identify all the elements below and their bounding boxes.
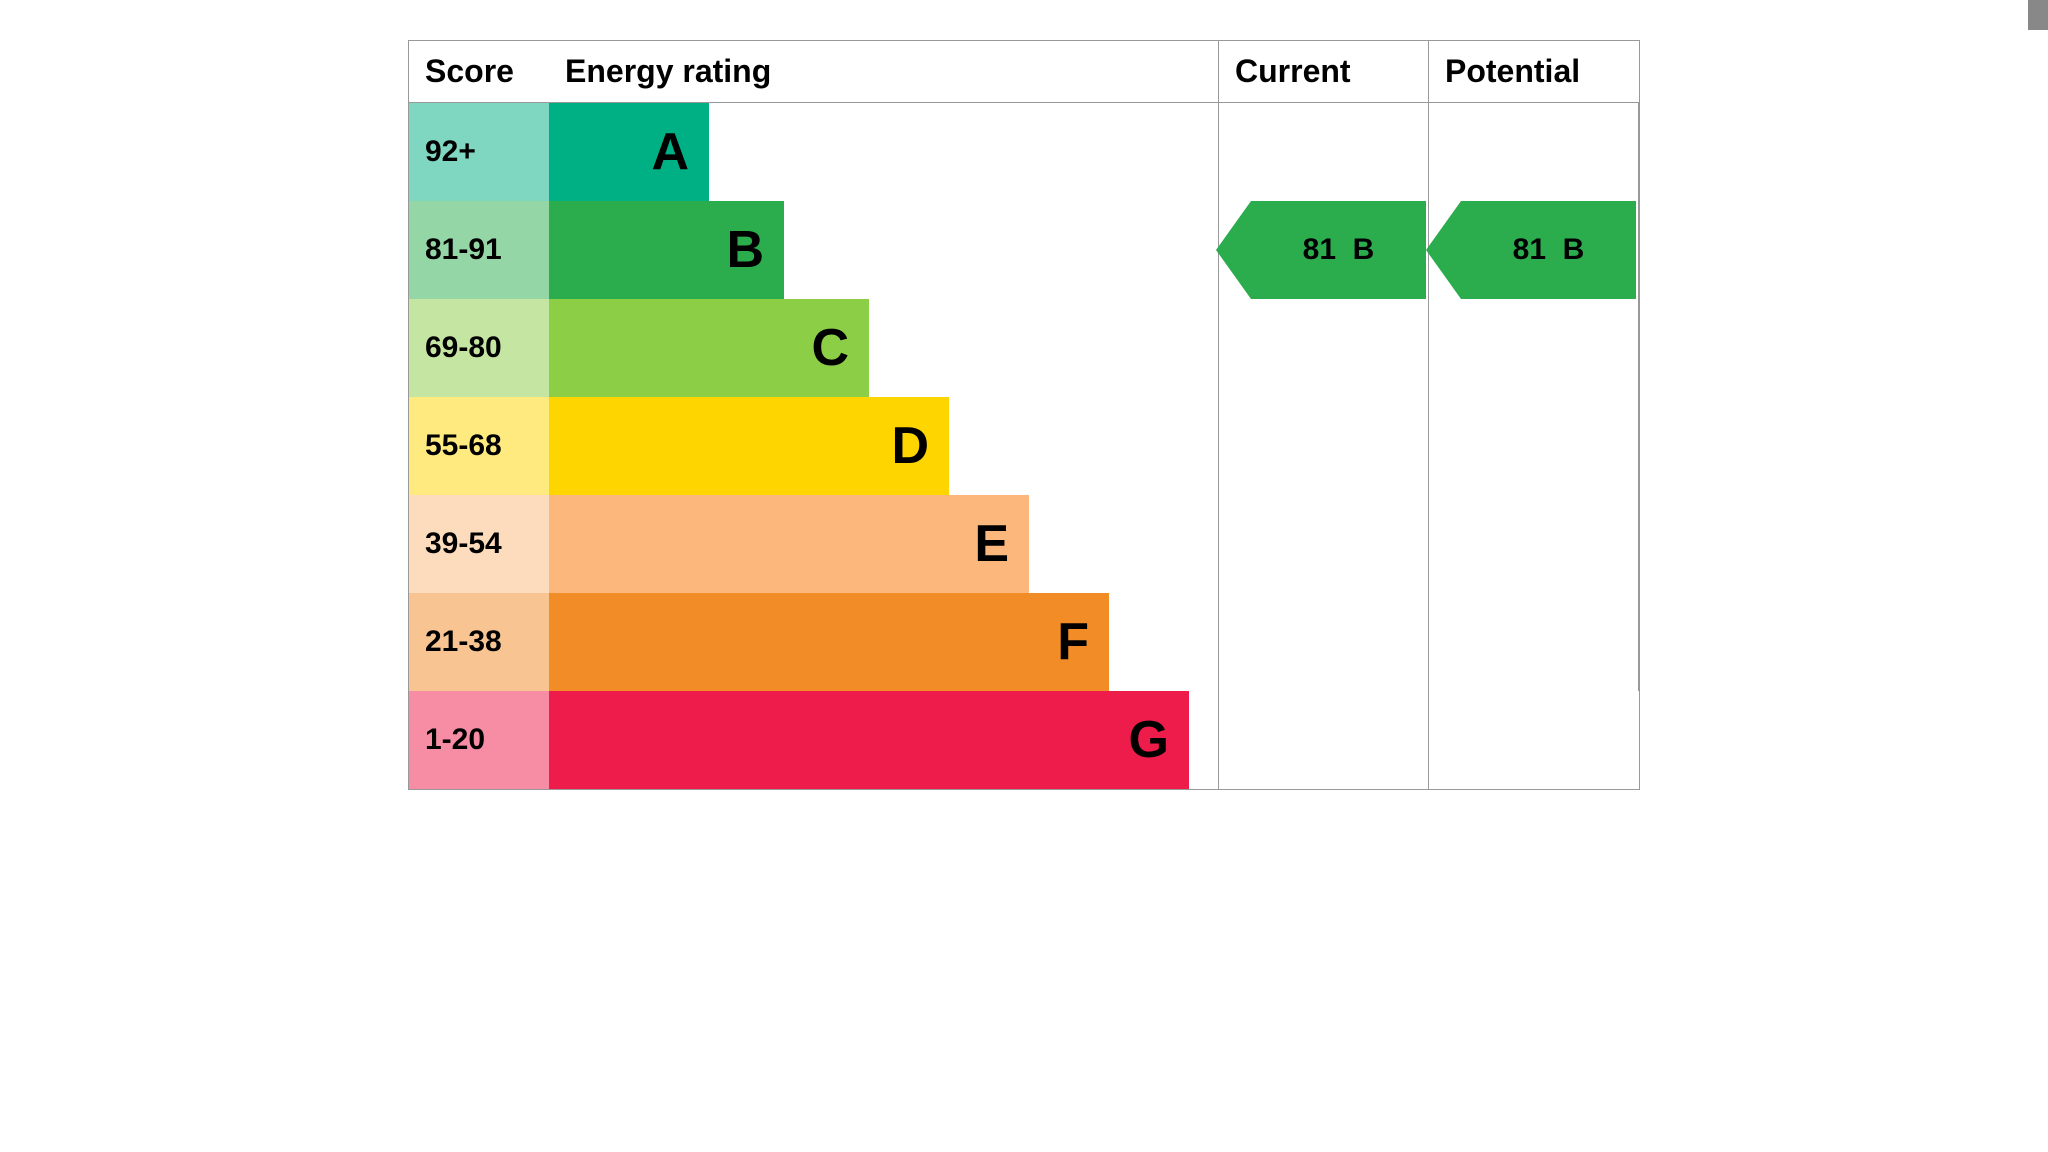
score-range: 81-91	[409, 201, 549, 299]
header-rating: Energy rating	[549, 41, 1219, 103]
header-current: Current	[1219, 41, 1429, 103]
rating-letter: E	[974, 514, 1009, 574]
score-range: 21-38	[409, 593, 549, 691]
rating-bar-cell: B	[549, 201, 1219, 299]
current-cell: 81 B	[1219, 201, 1429, 299]
rating-bar-f: F	[549, 593, 1109, 691]
current-cell	[1219, 691, 1429, 789]
rating-bar-cell: F	[549, 593, 1219, 691]
rating-bar-b: B	[549, 201, 784, 299]
score-range: 39-54	[409, 495, 549, 593]
rating-bar-cell: E	[549, 495, 1219, 593]
rating-bar-g: G	[549, 691, 1189, 789]
potential-cell	[1429, 495, 1639, 593]
rating-bar-cell: D	[549, 397, 1219, 495]
rating-letter: F	[1057, 612, 1089, 672]
rating-letter: B	[726, 220, 764, 280]
scrollbar-thumb[interactable]	[2028, 0, 2048, 30]
current-cell	[1219, 593, 1429, 691]
current-rating-tag: 81 B	[1251, 201, 1426, 299]
rating-letter: G	[1129, 710, 1169, 770]
rating-bar-a: A	[549, 103, 709, 201]
potential-rating-tag: 81 B	[1461, 201, 1636, 299]
rating-tag-text: 81 B	[1513, 233, 1585, 267]
potential-cell	[1429, 593, 1639, 691]
energy-rating-chart: Score Energy rating Current Potential 92…	[408, 40, 1640, 790]
score-range: 69-80	[409, 299, 549, 397]
current-cell	[1219, 299, 1429, 397]
rating-letter: D	[891, 416, 929, 476]
potential-cell	[1429, 299, 1639, 397]
rating-bar-d: D	[549, 397, 949, 495]
rating-letter: C	[811, 318, 849, 378]
rating-tag-text: 81 B	[1303, 233, 1375, 267]
score-range: 1-20	[409, 691, 549, 789]
header-score: Score	[409, 41, 549, 103]
rating-bar-c: C	[549, 299, 869, 397]
potential-cell	[1429, 397, 1639, 495]
score-range: 92+	[409, 103, 549, 201]
potential-cell	[1429, 691, 1639, 789]
current-cell	[1219, 397, 1429, 495]
header-potential: Potential	[1429, 41, 1639, 103]
score-range: 55-68	[409, 397, 549, 495]
rating-bar-cell: G	[549, 691, 1219, 789]
potential-cell: 81 B	[1429, 201, 1639, 299]
rating-bar-cell: A	[549, 103, 1219, 201]
current-cell	[1219, 495, 1429, 593]
rating-bar-cell: C	[549, 299, 1219, 397]
rating-bar-e: E	[549, 495, 1029, 593]
rating-letter: A	[651, 122, 689, 182]
current-cell	[1219, 103, 1429, 201]
potential-cell	[1429, 103, 1639, 201]
